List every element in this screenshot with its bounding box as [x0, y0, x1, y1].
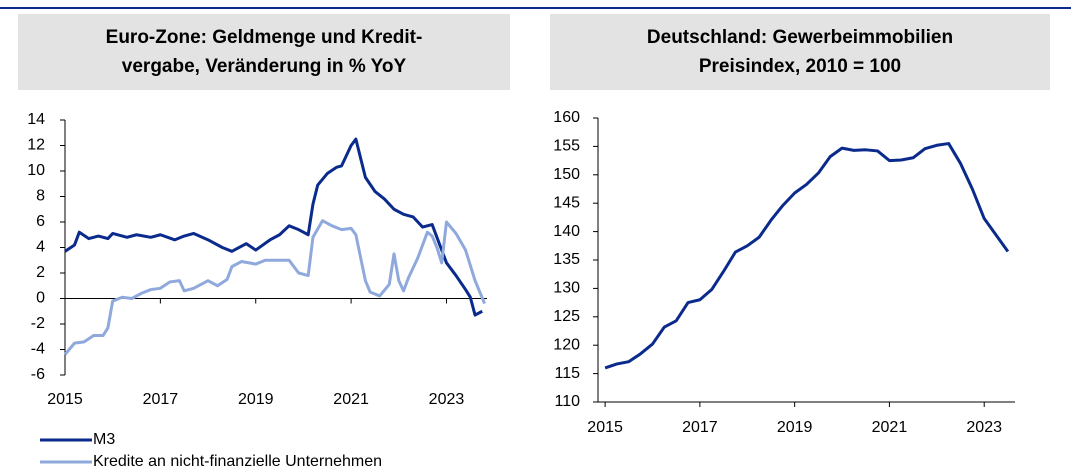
line	[63, 219, 487, 356]
y-tick-label: 140	[553, 223, 580, 240]
x-tick-label: 2017	[143, 391, 179, 408]
x-tick-label: 2015	[47, 391, 83, 408]
title-box	[18, 14, 510, 90]
x-tick-label: 2021	[333, 391, 369, 408]
legend-label: M3	[93, 431, 115, 448]
y-tick-label: 130	[553, 280, 580, 297]
x-tick-label: 2015	[587, 419, 623, 436]
y-tick-label: 6	[36, 213, 45, 230]
x-tick-label: 2019	[777, 419, 813, 436]
chart-title: Deutschland: Gewerbeimmobilien	[647, 27, 953, 48]
chart-title: Euro-Zone: Geldmenge und Kredit-	[106, 27, 423, 48]
y-tick-label: 2	[36, 264, 45, 281]
x-tick-label: 2017	[682, 419, 718, 436]
title-box	[550, 14, 1050, 90]
y-tick-label: 135	[553, 251, 580, 268]
x-tick-label: 2019	[238, 391, 274, 408]
y-tick-label: 0	[36, 290, 45, 307]
x-tick-label: 2023	[966, 419, 1002, 436]
y-tick-label: 115	[554, 365, 580, 382]
y-tick-label: 4	[36, 239, 45, 256]
line	[604, 142, 1010, 370]
x-tick-label: 2023	[429, 391, 465, 408]
y-tick-label: 125	[553, 308, 580, 325]
y-tick-label: 145	[553, 194, 580, 211]
line	[64, 137, 483, 317]
y-tick-label: 12	[27, 137, 45, 154]
x-tick-label: 2021	[872, 419, 908, 436]
y-tick-label: -6	[31, 366, 45, 383]
y-tick-label: 120	[553, 336, 580, 353]
y-tick-label: 10	[27, 162, 45, 179]
y-tick-label: 8	[36, 188, 45, 205]
chart-title: Preisindex, 2010 = 100	[699, 56, 901, 77]
y-tick-label: -2	[31, 315, 45, 332]
y-tick-label: 160	[553, 109, 580, 126]
y-tick-label: 110	[554, 393, 580, 410]
legend-label: Kredite an nicht-finanzielle Unternehmen	[93, 453, 382, 470]
y-tick-label: 155	[553, 138, 580, 155]
y-tick-label: -4	[31, 341, 45, 358]
chart-title: vergabe, Veränderung in % YoY	[122, 56, 407, 77]
y-tick-label: 14	[27, 111, 45, 128]
y-tick-label: 150	[553, 166, 580, 183]
